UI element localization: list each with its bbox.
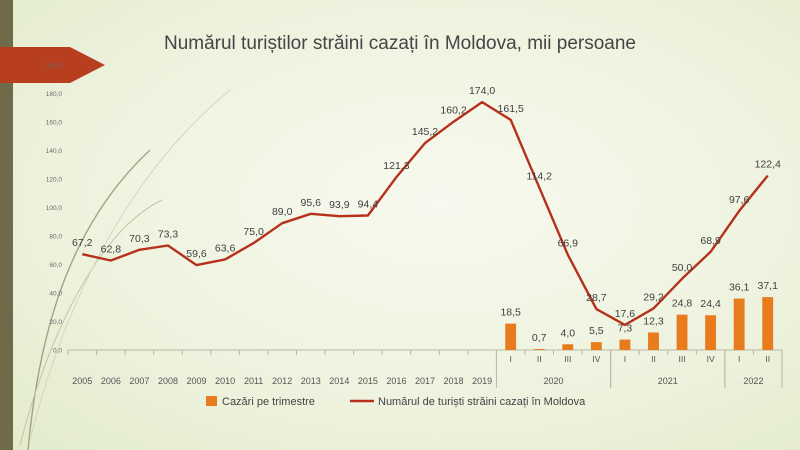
- x-category-label: II: [651, 354, 656, 364]
- x-category-label: III: [564, 354, 571, 364]
- bar: [562, 344, 574, 350]
- line-data-label: 62,8: [101, 244, 122, 256]
- line-data-label: 75,0: [243, 226, 264, 238]
- line-data-label: 70,3: [129, 233, 150, 245]
- line-data-label: 67,2: [72, 237, 93, 249]
- line-data-label: 59,6: [186, 248, 207, 260]
- line-data-label: 93,9: [329, 199, 350, 211]
- x-category-label: I: [509, 354, 511, 364]
- year-group-label: 2021: [658, 376, 678, 386]
- y-tick-label: 0,0: [53, 348, 62, 355]
- x-category-label: 2005: [72, 376, 92, 386]
- x-category-label: IV: [707, 354, 715, 364]
- bar-data-label: 12,3: [643, 315, 664, 327]
- bar: [705, 315, 717, 350]
- legend-bar-label: Cazări pe trimestre: [222, 396, 315, 408]
- line-data-label: 114,2: [526, 170, 552, 182]
- year-group-label: 2022: [743, 376, 763, 386]
- bar-data-label: 24,4: [700, 298, 721, 310]
- y-tick-label: 160,0: [46, 120, 63, 127]
- x-category-label: 2010: [215, 376, 235, 386]
- legend-bar-swatch: [206, 396, 217, 406]
- x-category-label: 2015: [358, 376, 378, 386]
- y-tick-label: 60,0: [49, 262, 62, 269]
- y-tick-label: 140,0: [46, 148, 63, 155]
- left-decor-band: [0, 0, 13, 450]
- year-group-label: 2020: [544, 376, 564, 386]
- y-tick-label: 120,0: [46, 177, 63, 184]
- bar-data-label: 5,5: [589, 325, 604, 337]
- line-data-label: 28,7: [586, 292, 607, 304]
- decor-swoosh: [19, 89, 231, 450]
- x-category-label: 2016: [386, 376, 406, 386]
- x-category-label: 2018: [444, 376, 464, 386]
- line-data-label: 63,6: [215, 242, 236, 254]
- y-tick-label: 80,0: [49, 234, 62, 241]
- y-tick-label: 20,0: [49, 319, 62, 326]
- bar: [505, 323, 517, 350]
- red-arrow-banner: [0, 47, 105, 83]
- y-tick-label: 180,0: [46, 91, 63, 98]
- x-category-label: 2014: [329, 376, 349, 386]
- x-category-label: 2012: [272, 376, 292, 386]
- x-category-label: 2006: [101, 376, 121, 386]
- x-category-label: 2008: [158, 376, 178, 386]
- y-tick-label: 40,0: [49, 291, 62, 298]
- line-data-label: 97,6: [729, 194, 750, 206]
- bar: [590, 342, 602, 350]
- line-data-label: 161,5: [498, 103, 524, 115]
- line-data-label: 29,2: [643, 291, 664, 303]
- line-data-label: 73,3: [158, 229, 179, 241]
- line-data-label: 122,4: [755, 159, 781, 171]
- line-data-label: 94,4: [358, 198, 379, 210]
- y-tick-label: 100,0: [46, 205, 63, 212]
- bar-data-label: 36,1: [729, 282, 750, 294]
- bar: [648, 332, 659, 350]
- bar: [619, 339, 631, 350]
- bar: [676, 314, 688, 350]
- x-category-label: I: [738, 354, 740, 364]
- x-category-label: I: [624, 354, 626, 364]
- x-category-label: II: [537, 354, 542, 364]
- y-tick-label: 200,0: [46, 63, 63, 70]
- line-data-label: 174,0: [469, 85, 495, 97]
- x-category-label: 2017: [415, 376, 435, 386]
- line-data-label: 89,0: [272, 206, 293, 218]
- x-category-label: 2007: [129, 376, 149, 386]
- bar-data-label: 18,5: [500, 307, 521, 319]
- line-data-label: 66,9: [558, 238, 579, 250]
- chart-title: Numărul turiștilor străini cazați în Mol…: [163, 33, 636, 54]
- line-data-label: 50,0: [672, 262, 693, 274]
- bar-data-label: 0,7: [532, 332, 547, 344]
- line-data-label: 17,6: [615, 308, 636, 320]
- x-category-label: 2019: [472, 376, 492, 386]
- bar: [762, 297, 774, 350]
- x-category-label: IV: [592, 354, 600, 364]
- x-category-label: 2009: [187, 376, 207, 386]
- x-category-label: 2013: [301, 376, 321, 386]
- bar-data-label: 7,3: [618, 323, 633, 335]
- x-category-label: III: [678, 354, 685, 364]
- line-data-label: 68,9: [700, 235, 721, 247]
- line-data-label: 95,6: [301, 197, 322, 209]
- line-data-label: 160,2: [440, 105, 466, 117]
- bar: [533, 349, 545, 350]
- bar: [733, 298, 745, 350]
- x-category-label: 2011: [244, 376, 263, 386]
- bar-data-label: 37,1: [758, 280, 779, 292]
- line-data-label: 145,2: [412, 126, 438, 138]
- x-category-label: II: [765, 354, 770, 364]
- bar-data-label: 24,8: [672, 298, 693, 310]
- bar-data-label: 4,0: [560, 327, 575, 339]
- line-data-label: 121,3: [383, 160, 409, 172]
- legend-line-label: Numărul de turiști străini cazați în Mol…: [378, 396, 586, 408]
